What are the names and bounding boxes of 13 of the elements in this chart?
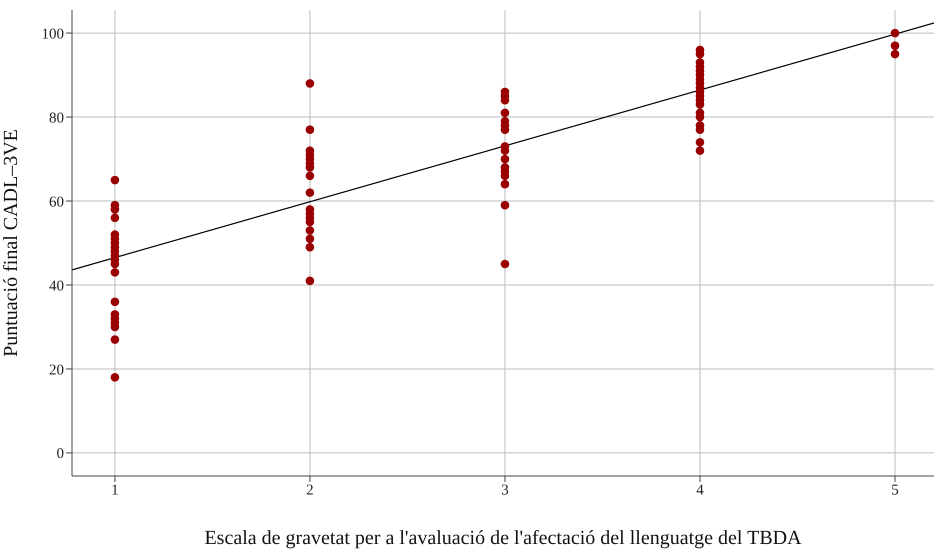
y-tick-label: 0 — [56, 446, 64, 462]
y-tick-label: 40 — [49, 278, 64, 294]
y-axis-title: Puntuació final CADL–3VE — [0, 129, 22, 357]
x-tick-label: 5 — [891, 482, 899, 499]
y-tick-label: 60 — [49, 194, 64, 210]
x-tick-label: 3 — [501, 482, 509, 499]
x-tick-label: 4 — [696, 482, 704, 499]
x-tick-label: 2 — [306, 482, 314, 499]
y-tick-label: 20 — [49, 362, 64, 378]
x-axis-title: Escala de gravetat per a l'avaluació de l'afectació del llenguatge del TBDA — [204, 527, 802, 549]
x-tick-label: 1 — [111, 482, 119, 499]
y-tick-label: 100 — [42, 26, 64, 42]
y-tick-label: 80 — [49, 110, 64, 126]
